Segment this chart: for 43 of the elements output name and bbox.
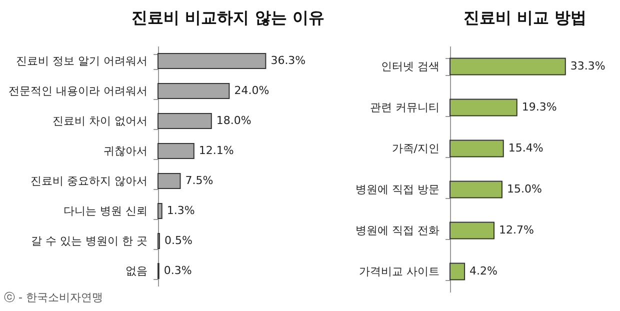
y-tick-label: 가격비교 사이트 [359, 265, 440, 278]
bar [450, 222, 495, 240]
data-label: 4.2% [470, 264, 498, 278]
y-tick-label: 진료비 중요하지 않아서 [30, 174, 148, 188]
chart-title: 진료비 비교하지 않는 이유 [132, 8, 324, 27]
data-label: 12.1% [198, 144, 234, 157]
data-label: 33.3% [570, 60, 606, 72]
data-label: 12.7% [499, 224, 534, 236]
bar [450, 262, 466, 280]
data-label: 36.3% [270, 54, 306, 67]
bar [158, 203, 162, 219]
y-tick-label: 귀찮아서 [104, 144, 148, 158]
chart-title: 진료비 비교 방법 [463, 8, 587, 27]
data-label: 19.3% [522, 100, 557, 114]
y-tick-label: 인터넷 검색 [381, 60, 440, 73]
data-label: 18.0% [216, 114, 252, 127]
data-label: 0.5% [164, 234, 192, 247]
bar [450, 58, 566, 76]
data-label: 0.3% [164, 264, 192, 277]
y-tick-label: 다니는 병원 신뢰 [64, 204, 148, 218]
bar [450, 98, 518, 116]
y-tick-label: 없음 [126, 264, 148, 278]
data-label: 24.0% [234, 84, 270, 97]
y-tick-label: 병원에 직접 전화 [356, 224, 440, 237]
data-label: 1.3% [166, 204, 195, 217]
text: ⓒ - 한국소비자연맹 [4, 290, 103, 305]
y-tick-label: 진료비 정보 알기 어려워서 [16, 54, 148, 68]
bar [158, 113, 212, 129]
data-label: 15.0% [506, 182, 542, 196]
y-tick-label: 관련 커뮤니티 [370, 101, 440, 114]
data-label: 15.4% [508, 142, 544, 154]
y-tick-label: 진료비 차이 없어서 [52, 114, 148, 128]
bar [158, 173, 181, 189]
bar [450, 140, 504, 158]
bar [158, 83, 230, 99]
y-tick-label: 가족/지인 [392, 142, 440, 155]
y-tick-label: 병원에 직접 방문 [356, 183, 440, 196]
y-tick-label: 전문적인 내용이라 어려워서 [8, 84, 148, 98]
data-label: 7.5% [185, 174, 214, 187]
bar [158, 143, 194, 159]
bar [450, 180, 502, 198]
bar [158, 53, 266, 69]
y-tick-label: 갈 수 있는 병원이 한 곳 [31, 234, 148, 248]
